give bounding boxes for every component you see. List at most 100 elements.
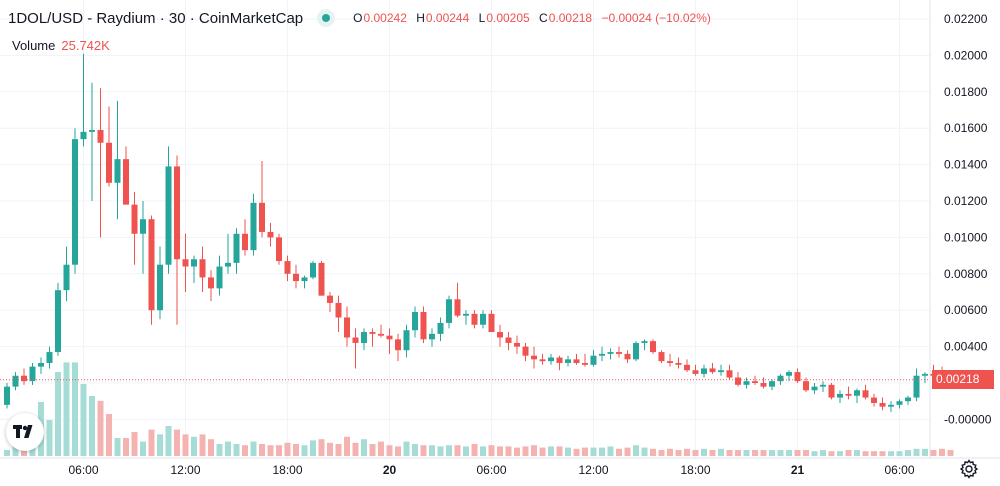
candle-body xyxy=(735,377,741,385)
candle xyxy=(480,310,486,329)
time-tick-label: 06:00 xyxy=(476,463,506,477)
candle xyxy=(429,328,435,347)
candle-body xyxy=(216,266,223,289)
candle xyxy=(905,395,911,405)
candle-body xyxy=(752,381,758,383)
candle-body xyxy=(225,262,231,267)
candle-body xyxy=(675,362,682,365)
close-value: 0.00218 xyxy=(548,11,593,25)
volume-bar xyxy=(599,447,605,456)
volume-label: Volume xyxy=(12,38,56,53)
candle-body xyxy=(590,355,597,365)
candle-body xyxy=(140,219,146,234)
candle-body xyxy=(46,352,53,363)
volume-bar xyxy=(4,450,10,456)
volume-bar xyxy=(327,442,333,456)
volume-bar xyxy=(743,450,750,456)
candle xyxy=(267,222,274,247)
candle xyxy=(633,341,639,362)
candle-body xyxy=(29,366,36,382)
candle-body xyxy=(607,352,614,354)
candle xyxy=(871,393,877,407)
candle xyxy=(922,372,928,383)
volume-bar xyxy=(760,450,767,456)
candle-body xyxy=(862,390,869,398)
candle xyxy=(378,324,384,338)
candle-body xyxy=(446,299,452,323)
price-tick-label: 0.01000 xyxy=(944,230,988,244)
candle xyxy=(301,275,308,289)
volume-bar xyxy=(344,436,350,456)
candle xyxy=(811,383,818,394)
volume-bar xyxy=(633,445,639,456)
candle-body xyxy=(896,401,903,405)
candle-body xyxy=(488,313,495,333)
volume-bar xyxy=(905,450,911,456)
volume-bar xyxy=(709,450,716,456)
candle-body xyxy=(80,131,87,140)
candle-body xyxy=(684,364,690,371)
price-axis[interactable]: 0.02200 0.02000 0.01800 0.01600 0.01400 0.012… xyxy=(944,12,992,426)
market-status-icon[interactable] xyxy=(317,9,336,27)
volume-bar xyxy=(624,447,631,456)
candle xyxy=(131,191,138,265)
candle xyxy=(361,328,367,351)
candle xyxy=(38,357,44,374)
candle-body xyxy=(828,384,835,398)
volume-bar xyxy=(837,451,843,456)
candle xyxy=(140,201,146,274)
candle-body xyxy=(403,330,410,351)
volume-bar xyxy=(106,414,112,456)
volume-bar xyxy=(454,445,461,456)
candle-body xyxy=(395,339,401,351)
candle-body xyxy=(786,372,792,376)
candle xyxy=(174,155,180,325)
volume-bar xyxy=(854,450,860,456)
candle xyxy=(216,255,223,296)
volume-bar xyxy=(276,445,282,456)
volume-bar xyxy=(191,436,197,456)
volume-bar xyxy=(641,447,648,456)
candle-body xyxy=(879,403,886,407)
volume-bar xyxy=(794,450,801,456)
settings-gear-icon[interactable] xyxy=(958,458,980,480)
volume-bar xyxy=(369,444,376,456)
candle xyxy=(896,399,903,409)
volume-bar xyxy=(650,448,656,456)
volume-bar xyxy=(463,446,469,456)
volume-bar xyxy=(769,450,775,456)
volume-bar xyxy=(718,448,724,456)
candle xyxy=(89,82,95,201)
candle xyxy=(335,295,342,333)
candle xyxy=(310,261,316,280)
symbol-title[interactable]: 1DOL/USD - Raydium · 30 · CoinMarketCap xyxy=(8,9,304,27)
volume-bar xyxy=(607,446,614,456)
volume-bar xyxy=(208,439,214,456)
candle-body xyxy=(310,262,316,278)
volume-value: 25.742K xyxy=(61,38,110,53)
candle xyxy=(675,357,682,369)
candle-body xyxy=(233,233,240,263)
candle xyxy=(709,362,716,374)
candle-body xyxy=(641,341,648,343)
time-axis[interactable]: 06:00 12:00 18:00 20 06:00 12:00 18:00 21 06:00 xyxy=(68,463,914,477)
price-tick-label: 0.01200 xyxy=(944,194,988,208)
candle xyxy=(12,372,19,391)
candle-body xyxy=(199,259,206,278)
tradingview-logo-icon[interactable] xyxy=(6,413,44,451)
candle-body xyxy=(106,142,112,183)
candle xyxy=(46,346,53,369)
time-tick-label: 12:00 xyxy=(170,463,200,477)
candle-body xyxy=(633,342,639,360)
candle xyxy=(616,346,622,358)
volume-bar xyxy=(701,448,707,456)
candle xyxy=(352,328,359,369)
candle-body xyxy=(497,332,503,338)
candle xyxy=(97,88,104,238)
candle xyxy=(250,193,257,256)
candle xyxy=(182,233,189,292)
volume-bar xyxy=(199,434,206,456)
low-value: 0.00205 xyxy=(486,11,530,25)
volume-bar xyxy=(939,448,945,456)
